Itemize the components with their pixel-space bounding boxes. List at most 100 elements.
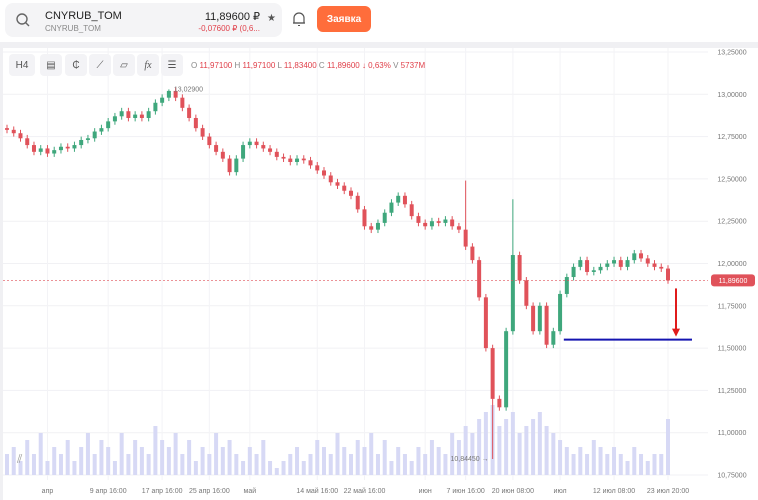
- drawing-tools-icon[interactable]: ⟋: [89, 54, 111, 76]
- volume-bar: [477, 419, 482, 475]
- change-value: ↓ 0,63%: [361, 61, 391, 70]
- candle-body: [79, 139, 84, 146]
- candle-body: [666, 268, 670, 281]
- volume-bar: [25, 440, 30, 475]
- candle-body: [193, 117, 198, 129]
- candle-body: [268, 148, 273, 152]
- candle-body: [416, 216, 421, 223]
- instrument-search[interactable]: CNYRUB_TOM CNYRUB_TOM 11,89600 ₽ -0,0760…: [5, 3, 282, 37]
- volume-bar: [5, 454, 9, 475]
- volume-bar: [382, 440, 387, 475]
- timeframe-button[interactable]: H4: [9, 54, 35, 76]
- volume-bar: [18, 461, 23, 475]
- volume-bar: [612, 447, 617, 475]
- volume-bar: [335, 433, 340, 475]
- volume-bar: [187, 440, 192, 475]
- candle-body: [308, 160, 313, 166]
- volume-bar: [241, 461, 246, 475]
- volume-bar: [443, 454, 448, 475]
- candle-body: [483, 297, 488, 349]
- candle-body: [382, 212, 387, 223]
- y-tick-label: 13,00000: [717, 92, 746, 99]
- x-tick-label: 25 апр 16:00: [189, 488, 230, 495]
- h-label: H: [234, 61, 241, 70]
- volume-bar: [180, 454, 185, 475]
- candle-body: [133, 114, 138, 118]
- volume-bar: [295, 447, 300, 475]
- volume-bar: [659, 454, 664, 475]
- volume-bar: [369, 433, 374, 475]
- volume-bar: [126, 454, 131, 475]
- candle-body: [423, 222, 428, 227]
- volume-bar: [173, 433, 178, 475]
- volume-bar: [92, 454, 97, 475]
- star-icon[interactable]: ★: [267, 13, 276, 24]
- candle-body: [531, 305, 536, 332]
- volume-value: 5737M: [400, 61, 426, 70]
- candle-body: [11, 129, 16, 134]
- candle-body: [409, 204, 414, 217]
- chart-panel[interactable]: 13,25000 13,00000 12,75000 12,50000 12,25000…: [3, 48, 758, 500]
- x-tick-label: 22 май 16:00: [344, 487, 386, 495]
- candle-body: [645, 258, 650, 264]
- candle-body: [396, 195, 401, 203]
- volume-bar: [551, 433, 556, 475]
- y-tick-label: 12,50000: [717, 176, 746, 183]
- candle-body: [85, 138, 90, 140]
- volume-bar: [79, 447, 84, 475]
- candle-body: [5, 128, 9, 130]
- candle-type-icon[interactable]: ₵: [65, 54, 87, 76]
- candle-body: [585, 260, 590, 272]
- volume-bar: [396, 447, 401, 475]
- candle-body: [166, 90, 171, 98]
- bell-icon[interactable]: [291, 10, 307, 33]
- volume-bar: [58, 454, 63, 475]
- candle-body: [146, 111, 151, 118]
- volume-bar: [247, 447, 252, 475]
- volume-bar: [45, 461, 50, 475]
- current-price: 11,89600 ₽: [204, 11, 260, 23]
- volume-bar: [315, 440, 320, 475]
- candle-body: [355, 195, 360, 210]
- candle-body: [639, 253, 644, 259]
- candle-body: [456, 226, 461, 230]
- candle-body: [524, 280, 529, 306]
- indicator-template-icon[interactable]: ▤: [40, 54, 62, 76]
- volume-bar: [436, 447, 441, 475]
- volume-bar: [99, 440, 104, 475]
- shapes-icon[interactable]: ▱: [113, 54, 135, 76]
- candle-body: [187, 107, 192, 118]
- max-price-label: 13,02900: [174, 86, 203, 93]
- volume-bar: [139, 447, 144, 475]
- candlestick-chart[interactable]: 13,25000 13,00000 12,75000 12,50000 12,25000…: [3, 48, 758, 500]
- l-label: L: [277, 61, 282, 70]
- volume-bar: [450, 433, 455, 475]
- low-value: 11,83400: [283, 61, 317, 70]
- candle-body: [348, 190, 353, 196]
- candle-body: [429, 221, 434, 227]
- volume-bar: [497, 426, 502, 475]
- order-button[interactable]: Заявка: [317, 6, 371, 32]
- volume-bar: [207, 454, 212, 475]
- settings-sliders-icon[interactable]: ☰: [161, 54, 183, 76]
- volume-bar: [429, 440, 434, 475]
- candle-body: [618, 260, 623, 267]
- fx-indicators-icon[interactable]: fx: [137, 54, 159, 76]
- volume-bar: [112, 461, 117, 475]
- x-tick-label: июл: [554, 488, 567, 495]
- volume-bar: [65, 440, 70, 475]
- candle-body: [112, 116, 117, 122]
- candle-body: [301, 158, 306, 161]
- volume-bar: [31, 454, 36, 475]
- arrow-head: [672, 328, 680, 337]
- volume-bar: [288, 454, 293, 475]
- candle-body: [450, 219, 455, 227]
- candle-body: [52, 150, 57, 154]
- logo-icon: ⫽: [16, 452, 23, 466]
- volume-bar: [160, 440, 165, 475]
- volume-bar: [470, 433, 475, 475]
- candle-body: [470, 246, 475, 261]
- volume-bar: [274, 468, 279, 475]
- candle-body: [497, 398, 502, 408]
- volume-bar: [119, 433, 124, 475]
